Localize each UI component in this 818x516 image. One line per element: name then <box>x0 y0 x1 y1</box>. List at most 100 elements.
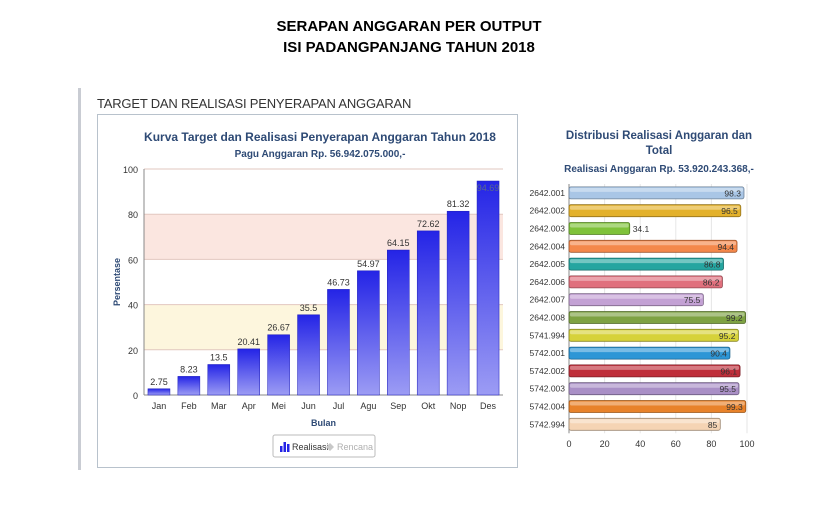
chart-subtitle: Pagu Anggaran Rp. 56.942.075.000,- <box>235 149 406 160</box>
bar-5742.002 <box>568 364 741 378</box>
bar-highlight <box>570 348 729 353</box>
chart-legend: Realisasi Rencana <box>272 434 376 458</box>
bar-value-label: 81.32 <box>447 199 470 209</box>
x-axis-label: Bulan <box>311 418 336 428</box>
y-tick-label: 20 <box>128 346 138 356</box>
chart-title-line-2: Total <box>646 145 673 157</box>
bar-value-label: 2.75 <box>150 377 168 387</box>
bar-2642.004 <box>568 239 738 253</box>
category-label: 5742.994 <box>530 419 566 429</box>
monthly-realization-chart: Kurva Target dan Realisasi Penyerapan An… <box>112 130 503 458</box>
bar-highlight <box>570 294 703 299</box>
x-tick-label: Jul <box>333 401 345 411</box>
bar-highlight <box>570 241 737 246</box>
x-tick-label: Sep <box>390 401 406 411</box>
bar-highlight <box>570 383 738 388</box>
category-label: 2642.008 <box>530 313 566 323</box>
x-tick-label: Apr <box>242 401 256 411</box>
bar-nop <box>446 210 470 396</box>
legend-realisasi-icon <box>283 442 286 452</box>
legend-realisasi-label: Realisasi <box>292 442 329 452</box>
chart-title: Kurva Target dan Realisasi Penyerapan An… <box>144 130 496 144</box>
bar-5742.004 <box>568 400 747 413</box>
chart-title: Distribusi Realisasi Anggaran dan Total <box>566 130 752 157</box>
x-tick-label: Nop <box>450 401 467 411</box>
page-title-line-1: SERAPAN ANGGARAN PER OUTPUT <box>276 18 542 35</box>
x-tick-label: Jan <box>152 401 167 411</box>
bar-des <box>476 180 500 396</box>
category-label: 2642.007 <box>530 295 566 305</box>
bar-highlight <box>570 187 743 192</box>
bar-value-label: 95.2 <box>719 331 736 341</box>
bar-sep <box>387 249 410 396</box>
bar-value-label: 8.23 <box>180 364 198 374</box>
legend-box <box>272 434 376 458</box>
bar-value-label: 72.62 <box>417 219 440 229</box>
x-tick-label: Mar <box>211 401 227 411</box>
category-label: 2642.004 <box>530 241 566 251</box>
x-tick-label: Agu <box>360 401 376 411</box>
bar-value-label: 54.97 <box>357 259 380 269</box>
bar-5741.994 <box>568 328 739 342</box>
x-tick-label: Des <box>480 401 497 411</box>
x-tick-label: 20 <box>600 439 610 449</box>
bar-highlight <box>570 259 723 264</box>
chart-subtitle: Realisasi Anggaran Rp. 53.920.243.368,- <box>564 164 754 175</box>
bar-5742.001 <box>568 346 731 360</box>
grid-band <box>144 169 503 215</box>
bar-value-label: 94.4 <box>717 242 734 252</box>
bar-value-label: 90.4 <box>710 349 727 359</box>
x-tick-label: Jun <box>301 401 316 411</box>
bar-highlight <box>570 276 722 281</box>
y-axis-label: Persentase <box>112 258 122 306</box>
legend-rencana-label: Rencana <box>337 442 373 452</box>
page-title-line-2: ISI PADANGPANJANG TAHUN 2018 <box>283 39 535 56</box>
bar-2642.007 <box>568 293 704 307</box>
bar-value-label: 86.8 <box>704 260 721 270</box>
bar-value-label: 35.5 <box>300 303 318 313</box>
bar-mei <box>267 334 290 396</box>
legend-realisasi-icon <box>287 444 290 452</box>
y-tick-label: 80 <box>128 210 138 220</box>
category-label: 2642.005 <box>530 259 566 269</box>
bar-highlight <box>570 205 740 210</box>
category-label: 2642.006 <box>530 277 566 287</box>
y-tick-label: 60 <box>128 255 138 265</box>
bar-2642.001 <box>568 186 745 200</box>
bar-2642.006 <box>568 275 723 289</box>
bar-highlight <box>570 419 720 424</box>
x-tick-label: 60 <box>671 439 681 449</box>
bar-jan <box>147 388 171 396</box>
bar-value-label: 94.69 <box>477 183 500 193</box>
category-label: 5742.002 <box>530 366 566 376</box>
y-tick-label: 0 <box>133 391 138 401</box>
bar-value-label: 96.1 <box>721 366 738 376</box>
category-label: 2642.003 <box>530 224 566 234</box>
bar-mar <box>207 364 231 396</box>
legend-rencana-icon <box>326 443 334 451</box>
x-tick-label: Okt <box>421 401 436 411</box>
bar-5742.994 <box>568 417 721 431</box>
bar-2642.003 <box>568 222 631 235</box>
bar-2642.005 <box>568 257 724 271</box>
bar-agu <box>357 270 380 396</box>
bar-2642.002 <box>568 204 742 218</box>
bar-value-label: 13.5 <box>210 352 228 362</box>
x-tick-label: 80 <box>706 439 716 449</box>
category-label: 2642.001 <box>530 188 566 198</box>
category-label: 5742.004 <box>530 402 566 412</box>
category-label: 2642.002 <box>530 206 566 216</box>
bar-feb <box>177 376 201 396</box>
panel-frame-divider <box>78 88 81 470</box>
grid-band <box>144 259 503 305</box>
y-tick-label: 40 <box>128 301 138 311</box>
category-label: 5741.994 <box>530 330 566 340</box>
bar-highlight <box>570 330 738 335</box>
x-tick-label: Mei <box>271 401 286 411</box>
bar-value-label: 85 <box>708 420 718 430</box>
bar-highlight <box>570 312 745 317</box>
grid-band <box>144 214 503 260</box>
chart-title-line-1: Distribusi Realisasi Anggaran dan <box>566 130 752 142</box>
bar-2642.008 <box>568 311 746 324</box>
legend-realisasi-icon <box>280 446 283 452</box>
